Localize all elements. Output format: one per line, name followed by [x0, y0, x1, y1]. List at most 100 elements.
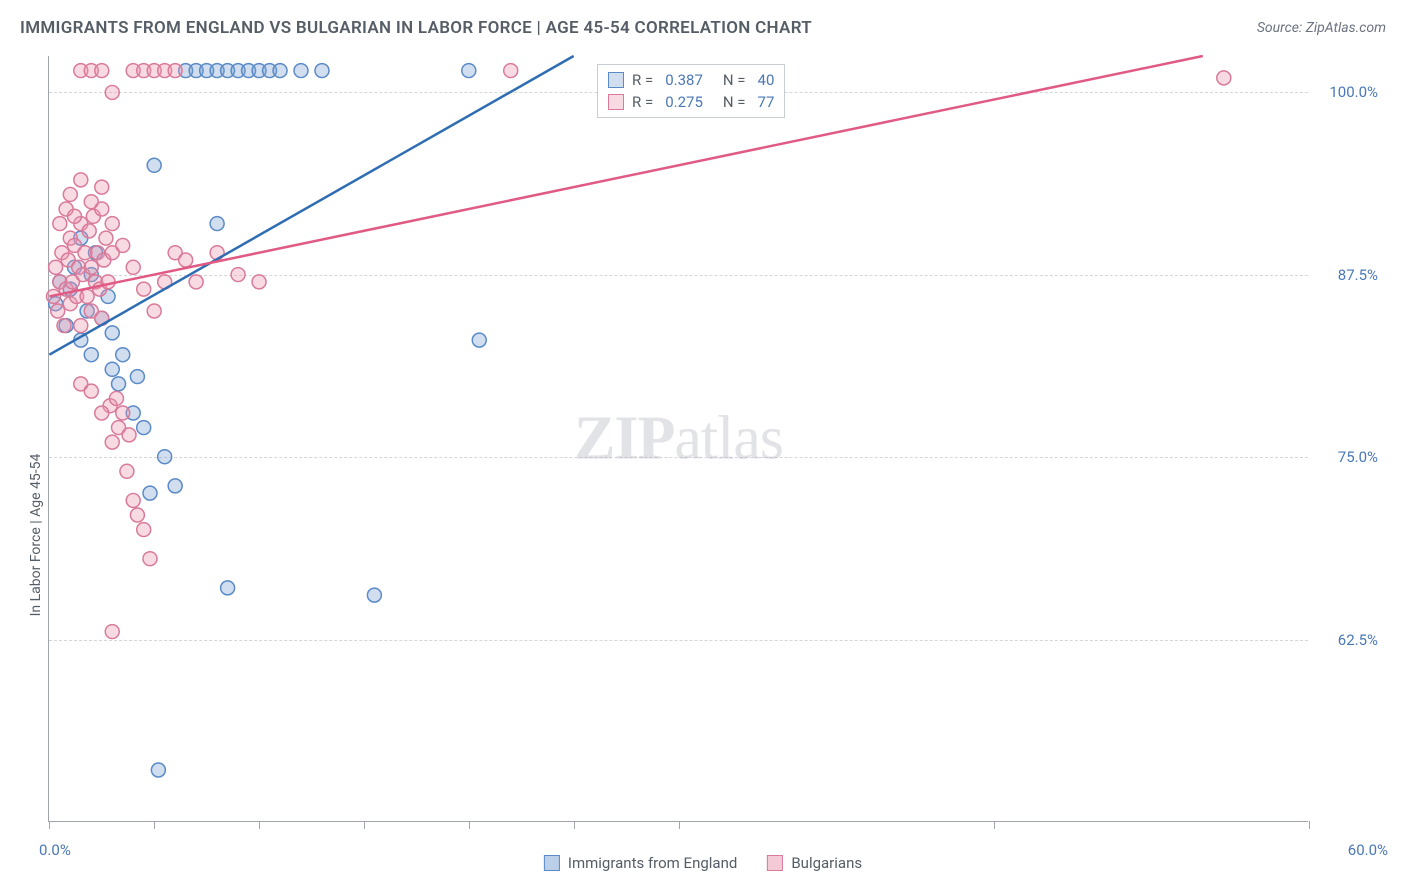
- scatter-point: [210, 217, 224, 231]
- scatter-point: [126, 493, 140, 507]
- chart-header: IMMIGRANTS FROM ENGLAND VS BULGARIAN IN …: [20, 18, 1386, 38]
- stats-row: R = 0.275 N = 77: [608, 91, 774, 113]
- scatter-point: [130, 508, 144, 522]
- scatter-point: [221, 581, 235, 595]
- x-tick: [574, 821, 575, 829]
- legend-label: Bulgarians: [791, 854, 862, 872]
- scatter-point: [80, 289, 94, 303]
- x-axis-min-label: 0.0%: [39, 841, 71, 859]
- scatter-point: [57, 319, 71, 333]
- x-tick: [364, 821, 365, 829]
- legend-swatch: [767, 855, 783, 871]
- scatter-point: [84, 260, 98, 274]
- plot-area: ZIPatlas R =0.387 N =40 R =0.275 N =77 0…: [48, 56, 1308, 822]
- series-swatch: [608, 94, 624, 110]
- series-swatch: [608, 72, 624, 88]
- stats-n-label: N =: [723, 93, 746, 111]
- chart-title: IMMIGRANTS FROM ENGLAND VS BULGARIAN IN …: [20, 18, 812, 38]
- stats-r-label: R =: [632, 93, 653, 111]
- y-tick-label: 75.0%: [1338, 448, 1378, 466]
- scatter-point: [84, 348, 98, 362]
- trend-line: [49, 56, 573, 355]
- scatter-point: [137, 282, 151, 296]
- scatter-point: [105, 326, 119, 340]
- scatter-point: [143, 486, 157, 500]
- legend: Immigrants from England Bulgarians: [544, 854, 862, 872]
- scatter-point: [82, 224, 96, 238]
- scatter-point: [105, 217, 119, 231]
- stats-n-value: 77: [758, 93, 775, 111]
- scatter-point: [462, 64, 476, 78]
- scatter-point: [315, 64, 329, 78]
- scatter-point: [49, 260, 63, 274]
- scatter-point: [120, 464, 134, 478]
- scatter-plot: [49, 56, 1308, 821]
- scatter-point: [294, 64, 308, 78]
- scatter-point: [147, 304, 161, 318]
- scatter-point: [95, 406, 109, 420]
- scatter-point: [472, 333, 486, 347]
- y-tick-label: 62.5%: [1338, 631, 1378, 649]
- scatter-point: [51, 304, 65, 318]
- scatter-point: [116, 406, 130, 420]
- scatter-point: [179, 253, 193, 267]
- scatter-point: [168, 64, 182, 78]
- scatter-point: [105, 362, 119, 376]
- correlation-stats-box: R = 0.387 N = 40 R = 0.275 N = 77: [597, 64, 785, 118]
- scatter-point: [105, 625, 119, 639]
- scatter-point: [130, 370, 144, 384]
- scatter-point: [95, 64, 109, 78]
- stats-n-value: 40: [758, 71, 775, 89]
- scatter-point: [143, 552, 157, 566]
- scatter-point: [53, 217, 67, 231]
- x-tick: [259, 821, 260, 829]
- x-tick: [1309, 821, 1310, 829]
- scatter-point: [151, 763, 165, 777]
- scatter-point: [158, 450, 172, 464]
- x-tick: [154, 821, 155, 829]
- scatter-point: [504, 64, 518, 78]
- y-tick-label: 87.5%: [1338, 266, 1378, 284]
- scatter-point: [67, 209, 81, 223]
- scatter-point: [109, 391, 123, 405]
- scatter-point: [122, 428, 136, 442]
- y-tick-label: 100.0%: [1329, 83, 1378, 101]
- legend-label: Immigrants from England: [568, 854, 737, 872]
- x-tick: [469, 821, 470, 829]
- scatter-point: [95, 180, 109, 194]
- scatter-point: [137, 421, 151, 435]
- scatter-point: [367, 588, 381, 602]
- x-tick: [49, 821, 50, 829]
- x-axis-max-label: 60.0%: [1348, 841, 1388, 859]
- scatter-point: [101, 275, 115, 289]
- scatter-point: [1217, 71, 1231, 85]
- scatter-point: [273, 64, 287, 78]
- scatter-point: [116, 238, 130, 252]
- plot-container: ZIPatlas R =0.387 N =40 R =0.275 N =77 0…: [48, 56, 1386, 822]
- scatter-point: [105, 85, 119, 99]
- scatter-point: [147, 158, 161, 172]
- stats-r-value: 0.275: [665, 93, 703, 111]
- chart-source: Source: ZipAtlas.com: [1257, 20, 1386, 36]
- stats-r-label: R =: [632, 71, 653, 89]
- scatter-point: [168, 479, 182, 493]
- scatter-point: [84, 195, 98, 209]
- scatter-point: [231, 268, 245, 282]
- scatter-point: [105, 435, 119, 449]
- scatter-point: [84, 384, 98, 398]
- stats-n-label: N =: [723, 71, 746, 89]
- scatter-point: [116, 348, 130, 362]
- stats-r-value: 0.387: [665, 71, 703, 89]
- scatter-point: [99, 231, 113, 245]
- scatter-point: [252, 275, 266, 289]
- scatter-point: [63, 187, 77, 201]
- x-tick: [994, 821, 995, 829]
- x-tick: [679, 821, 680, 829]
- scatter-point: [189, 275, 203, 289]
- scatter-point: [126, 260, 140, 274]
- scatter-point: [74, 319, 88, 333]
- legend-swatch: [544, 855, 560, 871]
- scatter-point: [112, 377, 126, 391]
- stats-row: R = 0.387 N = 40: [608, 69, 774, 91]
- y-axis-label: In Labor Force | Age 45-54: [28, 454, 44, 617]
